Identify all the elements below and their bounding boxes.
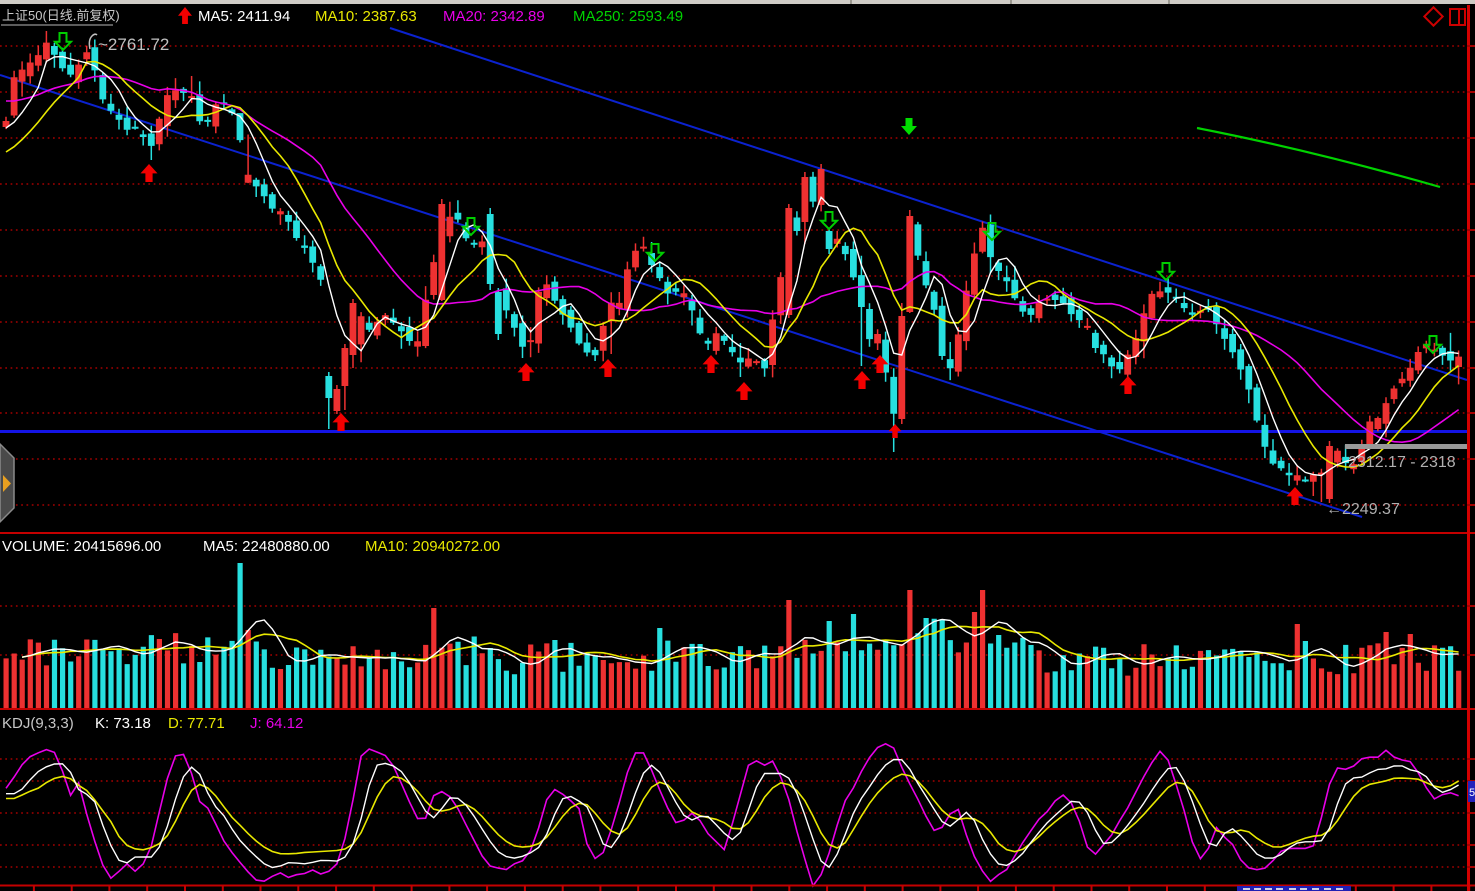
svg-text:MA10: 2387.63: MA10: 2387.63: [315, 8, 417, 25]
svg-text:5: 5: [1469, 787, 1475, 799]
svg-text:上证50(日线.前复权): 上证50(日线.前复权): [2, 8, 120, 23]
svg-text:MA5: 2411.94: MA5: 2411.94: [198, 8, 290, 25]
svg-text:~2761.72: ~2761.72: [98, 35, 169, 54]
svg-text:J: 64.12: J: 64.12: [250, 715, 303, 732]
svg-text:MA20: 2342.89: MA20: 2342.89: [443, 8, 545, 25]
svg-text:MA5: 22480880.00: MA5: 22480880.00: [203, 538, 330, 555]
svg-text:D: 77.71: D: 77.71: [168, 715, 225, 732]
svg-text:MA250: 2593.49: MA250: 2593.49: [573, 8, 683, 25]
svg-text:MA10: 20940272.00: MA10: 20940272.00: [365, 538, 500, 555]
svg-text:2312.17 - 2318: 2312.17 - 2318: [1348, 454, 1456, 471]
svg-text:←2249.37: ←2249.37: [1326, 501, 1400, 518]
svg-text:VOLUME: 20415696.00: VOLUME: 20415696.00: [2, 538, 161, 555]
svg-text:K: 73.18: K: 73.18: [95, 715, 151, 732]
svg-text:KDJ(9,3,3): KDJ(9,3,3): [2, 715, 74, 732]
